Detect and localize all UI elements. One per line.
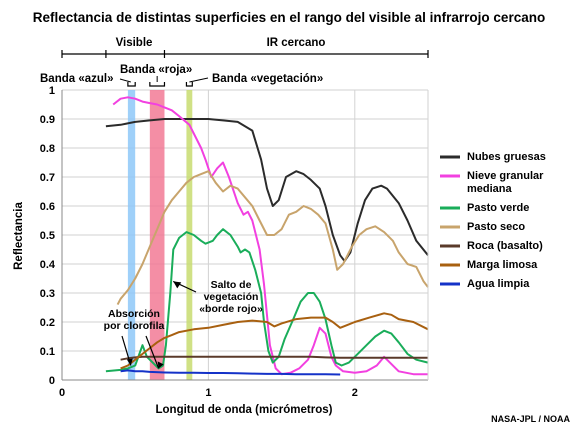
x-axis-label: Longitud de onda (micrómetros) bbox=[156, 404, 333, 416]
y-tick-label: 1 bbox=[49, 85, 55, 97]
y-tick-label: 0 bbox=[49, 375, 55, 387]
y-tick-label: 0.8 bbox=[40, 143, 55, 155]
band-connector bbox=[189, 77, 209, 83]
band-label-vegetation: Banda «vegetación» bbox=[212, 73, 323, 85]
annotation-red-edge-line: Salto de bbox=[211, 279, 252, 291]
band-red bbox=[149, 90, 165, 380]
legend-label-5: Roca (basalto) bbox=[467, 240, 543, 252]
y-tick-label: 0.1 bbox=[40, 346, 55, 358]
y-tick-label: 0.6 bbox=[40, 201, 55, 213]
series-line-1 bbox=[105, 118, 429, 263]
y-tick-label: 0.4 bbox=[40, 259, 56, 271]
annotation-chlorophyll-line: Absorción bbox=[108, 308, 160, 320]
x-tick-label: 0 bbox=[59, 387, 65, 399]
band-label-red: Banda «roja» bbox=[120, 64, 192, 76]
x-tick-label: 1 bbox=[205, 387, 211, 399]
legend-label-2: Nieve granular bbox=[467, 170, 544, 182]
series-line-7 bbox=[120, 369, 341, 376]
credit-text: NASA-JPL / NOAA bbox=[491, 414, 570, 424]
legend-label-3: Pasto verde bbox=[467, 202, 529, 214]
annotation-red-edge-line: vegetación bbox=[204, 291, 259, 303]
series-line-4 bbox=[116, 170, 429, 306]
annotation-chlorophyll-line: por clorofila bbox=[104, 320, 165, 332]
band-connector bbox=[119, 78, 131, 83]
annotation-arrowhead bbox=[157, 361, 164, 369]
x-tick-label: 2 bbox=[352, 387, 358, 399]
legend-label-2: mediana bbox=[467, 183, 513, 195]
legend-label-6: Marga limosa bbox=[467, 259, 538, 271]
legend-label-1: Nubes gruesas bbox=[467, 151, 546, 163]
plot-area: 0 0.1 0.2 0.3 0.4 0.5 0.6 0.7 0.8 0.9 1 0 1 2 bbox=[40, 85, 429, 399]
legend-label-4: Pasto seco bbox=[467, 221, 525, 233]
annotation-arrowhead bbox=[126, 358, 133, 366]
annotation-arrow bbox=[145, 335, 160, 369]
y-axis-label: Reflectancia bbox=[13, 202, 25, 270]
series-line-5 bbox=[120, 355, 428, 361]
y-tick-label: 0.7 bbox=[40, 172, 55, 184]
annotation-red-edge-line: «borde rojo» bbox=[199, 303, 263, 315]
region-label-visible: Visible bbox=[116, 37, 153, 49]
region-label-ir: IR cercano bbox=[267, 37, 326, 49]
chart-title: Reflectancia de distintas superficies en… bbox=[33, 10, 545, 25]
y-tick-label: 0.5 bbox=[40, 230, 55, 242]
spectral-regions: Visible IR cercano bbox=[61, 37, 429, 58]
y-tick-label: 0.2 bbox=[40, 317, 55, 329]
y-tick-label: 0.3 bbox=[40, 288, 55, 300]
y-tick-label: 0.9 bbox=[40, 114, 55, 126]
band-label-blue: Banda «azul» bbox=[40, 73, 114, 85]
band-blue bbox=[127, 90, 136, 380]
annotation-arrowhead bbox=[173, 281, 182, 289]
band-bracket-blue bbox=[127, 82, 136, 87]
band-bracket-red bbox=[149, 82, 166, 87]
legend-label-7: Agua limpia bbox=[467, 278, 530, 290]
series-line-6 bbox=[120, 312, 429, 370]
band-vegetation bbox=[186, 90, 193, 380]
band-bracket-vegetation bbox=[185, 82, 193, 87]
series-line-2 bbox=[112, 96, 428, 376]
band-labels: Banda «azul» Banda «roja» Banda «vegetació… bbox=[40, 64, 323, 87]
